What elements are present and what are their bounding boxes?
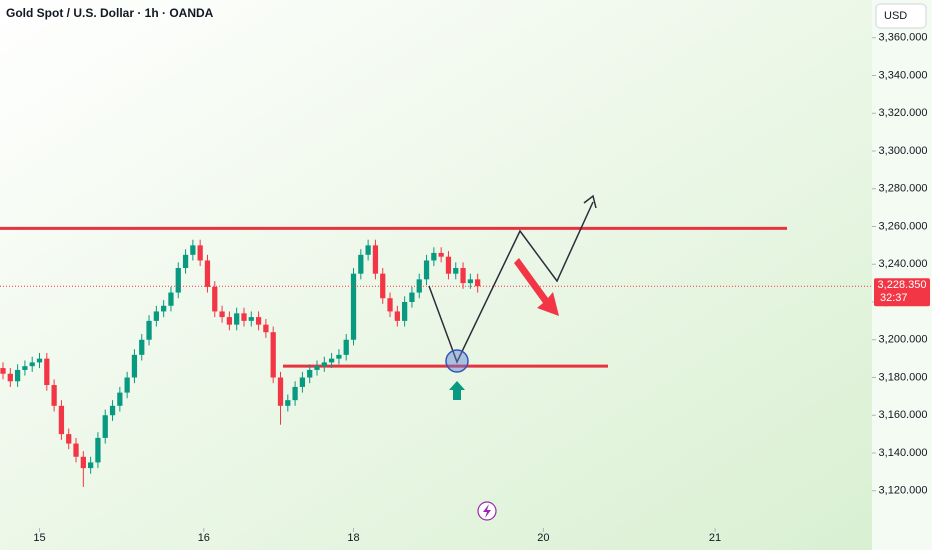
candle-body: [402, 302, 408, 321]
candle-body: [328, 358, 335, 363]
y-tick-label: 3,340.000: [879, 69, 928, 81]
candle-body: [285, 400, 291, 406]
candle-body: [58, 405, 65, 435]
candle-body: [73, 443, 79, 457]
candle-body: [277, 377, 284, 406]
candle-body: [445, 256, 452, 274]
y-tick-label: 3,280.000: [879, 183, 928, 195]
x-tick-label: 21: [709, 532, 721, 544]
x-tick-label: 18: [347, 532, 359, 544]
y-tick-label: 3,260.000: [879, 220, 928, 232]
candle-body: [270, 332, 276, 378]
last-price-badge: [874, 278, 930, 307]
candle-body: [14, 369, 21, 382]
candle-body: [372, 245, 379, 274]
candle-body: [161, 305, 167, 312]
candle-body: [241, 313, 247, 321]
candle-body: [102, 415, 108, 438]
candle-body: [117, 392, 123, 406]
candle-body: [36, 358, 43, 363]
candle-body: [292, 386, 298, 401]
up-arrow: [449, 381, 465, 400]
y-tick-label: 3,120.000: [879, 485, 928, 497]
candle-body: [321, 362, 327, 367]
candle-body: [175, 268, 181, 293]
candle-body: [336, 354, 342, 359]
y-tick-label: 3,200.000: [879, 334, 928, 346]
candle-body: [431, 252, 437, 261]
candle-body: [0, 368, 6, 374]
candle-body: [416, 279, 422, 293]
candle-body: [95, 437, 101, 463]
candle-body: [51, 385, 57, 406]
candle-body: [7, 373, 13, 382]
candle-body: [467, 279, 473, 284]
currency-label[interactable]: USD: [884, 10, 907, 22]
candle-body: [409, 292, 415, 302]
candle-body: [109, 405, 116, 416]
candle-body: [29, 362, 35, 367]
y-tick-label: 3,180.000: [879, 371, 928, 383]
candle-body: [380, 273, 386, 299]
candle-body: [219, 311, 225, 318]
y-tick-label: 3,160.000: [879, 409, 928, 421]
candle-body: [168, 292, 174, 306]
candle-body: [146, 320, 152, 340]
candle-body: [80, 456, 86, 469]
candle-body: [226, 317, 233, 325]
y-tick-label: 3,320.000: [879, 107, 928, 119]
candle-body: [66, 434, 72, 444]
candle-body: [197, 245, 203, 261]
down-arrow: [514, 258, 559, 316]
x-tick-label: 16: [198, 532, 210, 544]
candle-body: [124, 377, 130, 393]
candle-body: [453, 268, 459, 274]
countdown-label: 32:37: [880, 292, 908, 304]
candle-body: [423, 260, 430, 280]
candle-body: [438, 252, 444, 257]
y-tick-label: 3,140.000: [879, 447, 928, 459]
candle-body: [387, 298, 393, 312]
candle-body: [314, 366, 320, 370]
candle-body: [263, 324, 269, 333]
candle-body: [350, 273, 357, 340]
x-tick-label: 20: [537, 532, 549, 544]
x-tick-label: 15: [33, 532, 45, 544]
candle-body: [365, 245, 371, 255]
candle-body: [212, 286, 218, 312]
currency-button[interactable]: [875, 3, 927, 29]
candle-body: [248, 317, 254, 321]
candle-body: [394, 311, 400, 321]
projection-arrowhead: [583, 194, 597, 209]
y-tick-label: 3,360.000: [879, 32, 928, 44]
last-price-label: 3,228.350: [878, 279, 927, 291]
candle-body: [182, 254, 189, 269]
candle-body: [139, 339, 145, 355]
candle-body: [204, 260, 211, 287]
candle-body: [153, 311, 159, 321]
candle-body: [460, 268, 466, 284]
price-scale: [872, 0, 932, 550]
candle-body: [190, 245, 196, 255]
candle-body: [22, 366, 28, 370]
candle-body: [358, 254, 364, 274]
event-bolt: [483, 504, 491, 518]
y-tick-label: 3,240.000: [879, 258, 928, 270]
projection-path: [428, 201, 594, 364]
candle-body: [343, 339, 349, 355]
candle-body: [475, 279, 481, 287]
y-tick-label: 3,300.000: [879, 145, 928, 157]
candle-body: [307, 369, 313, 378]
candle-body: [88, 462, 94, 469]
candle-body: [299, 377, 306, 387]
bounce-marker: [445, 349, 469, 373]
candle-body: [255, 317, 262, 325]
candle-body: [234, 313, 240, 325]
plot-background: [0, 0, 872, 550]
candle-body: [44, 358, 50, 386]
candle-body: [131, 354, 138, 378]
chart-title: Gold Spot / U.S. Dollar · 1h · OANDA: [6, 6, 214, 20]
